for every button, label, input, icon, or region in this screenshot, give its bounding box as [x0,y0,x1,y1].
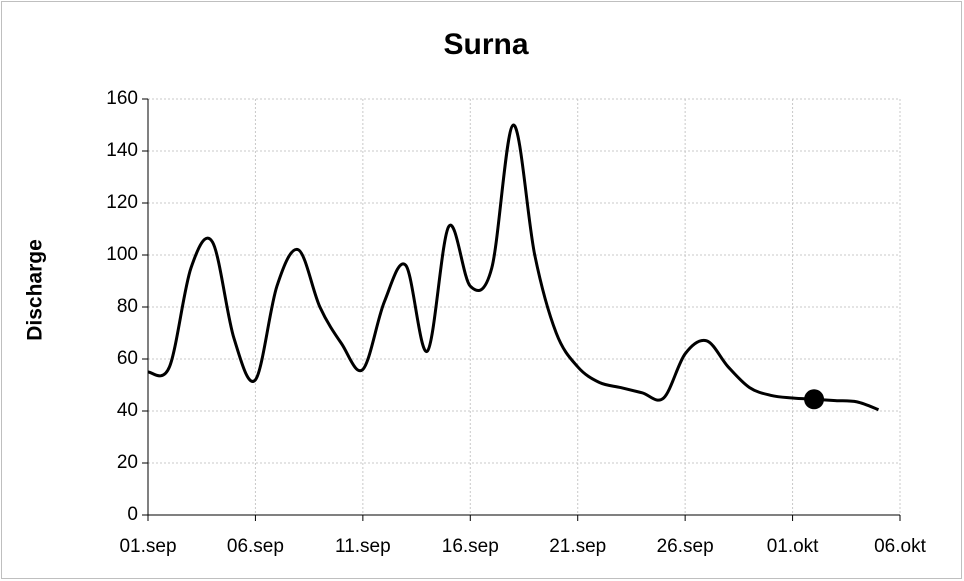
y-tick-label: 40 [117,400,138,421]
x-tick-label: 21.sep [549,536,606,557]
y-tick-label: 60 [117,348,138,369]
x-tick-label: 16.sep [442,536,499,557]
y-tick-label: 140 [106,140,138,161]
chart-title: Surna [443,28,528,61]
marker [804,389,825,410]
y-tick-label: 20 [117,452,138,473]
x-tick-label: 06.sep [227,536,284,557]
y-tick-label: 80 [117,296,138,317]
line [147,123,880,412]
y-tick-label: 160 [106,88,138,109]
y-tick-label: 100 [106,244,138,265]
x-tick-label: 06.okt [874,536,926,557]
y-tick-label: 0 [127,504,138,525]
x-tick-label: 11.sep [335,536,391,557]
x-tick-label: 26.sep [657,536,714,557]
y-axis-label: Discharge [24,239,47,341]
x-tick-label: 01.sep [119,536,176,557]
y-tick-label: 120 [106,192,138,213]
x-tick-label: 01.okt [767,536,819,557]
